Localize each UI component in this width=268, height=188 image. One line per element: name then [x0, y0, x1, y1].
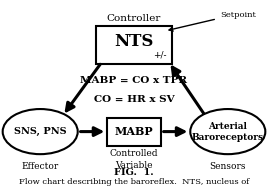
- Text: MABP: MABP: [115, 126, 153, 137]
- Text: Arterial
Baroreceptors: Arterial Baroreceptors: [192, 122, 264, 142]
- Text: Effector: Effector: [22, 162, 59, 171]
- Text: Setpoint: Setpoint: [220, 11, 256, 19]
- FancyBboxPatch shape: [107, 118, 161, 146]
- Text: MABP = CO x TPR: MABP = CO x TPR: [80, 76, 188, 85]
- Text: CO = HR x SV: CO = HR x SV: [94, 95, 174, 104]
- FancyBboxPatch shape: [96, 26, 172, 64]
- Text: Controller: Controller: [107, 14, 161, 24]
- Text: NTS: NTS: [114, 33, 154, 50]
- Text: Flow chart describing the baroreflex.  NTS, nucleus of: Flow chart describing the baroreflex. NT…: [19, 178, 249, 186]
- Text: Controlled
Variable: Controlled Variable: [110, 149, 158, 170]
- Text: SNS, PNS: SNS, PNS: [14, 127, 66, 136]
- Ellipse shape: [3, 109, 78, 154]
- Text: FIG.  1.: FIG. 1.: [114, 168, 154, 177]
- Ellipse shape: [190, 109, 265, 154]
- Text: +/-: +/-: [153, 50, 166, 59]
- Text: Sensors: Sensors: [210, 162, 246, 171]
